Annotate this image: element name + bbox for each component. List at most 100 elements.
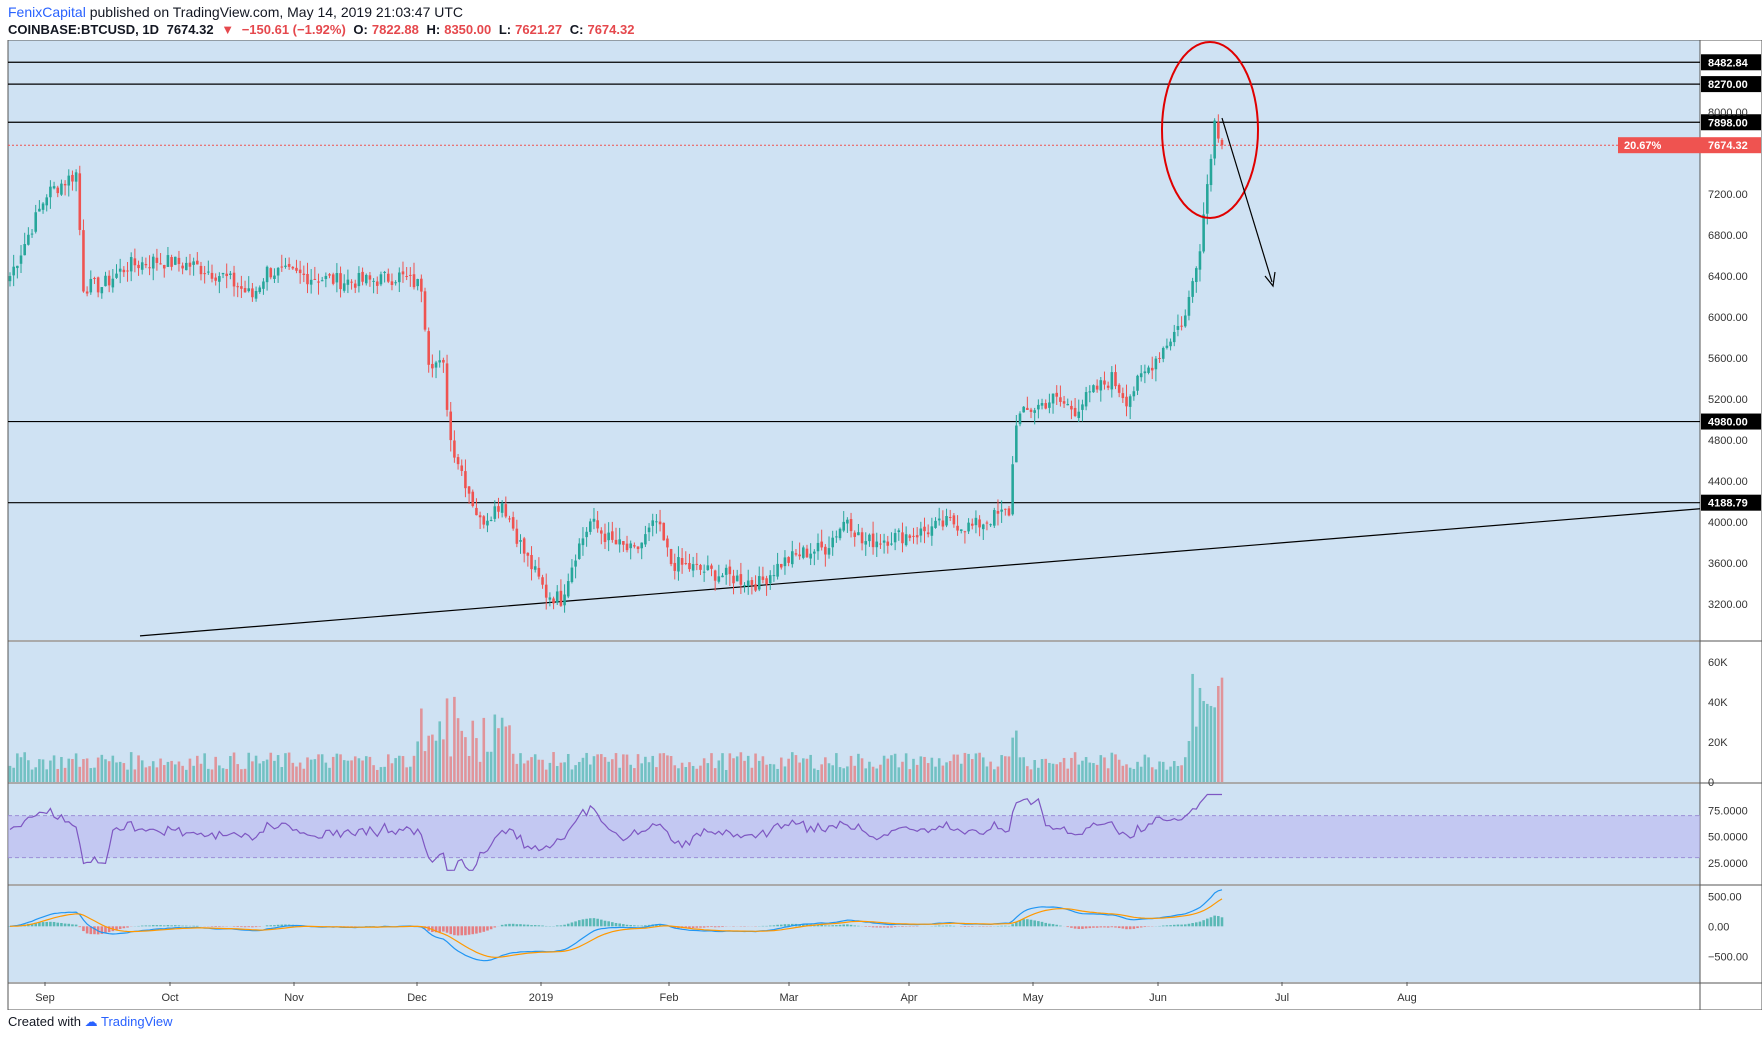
candle-body xyxy=(655,521,658,523)
macd-histogram-bar xyxy=(1103,926,1106,928)
macd-histogram-bar xyxy=(673,926,677,929)
candle xyxy=(254,286,258,302)
candle xyxy=(298,260,302,284)
volume-bar xyxy=(1073,752,1077,782)
volume-bar xyxy=(563,762,566,782)
candle-body xyxy=(229,273,232,275)
candle xyxy=(1103,371,1106,390)
price-tick-label: 4400.00 xyxy=(1708,476,1748,488)
volume-bar xyxy=(342,760,346,782)
tradingview-chart[interactable]: 8482.84 8270.00 7898.00 4980.00 4188.79 3200.… xyxy=(0,40,1762,1010)
pane-background-3 xyxy=(8,886,1700,982)
candle xyxy=(629,540,632,560)
volume-bar xyxy=(908,769,912,782)
volume-bar xyxy=(1095,764,1099,782)
volume-bar xyxy=(254,755,258,782)
candle xyxy=(1011,456,1014,516)
publisher-link[interactable]: FenixCapital xyxy=(8,4,86,20)
volume-bar xyxy=(1084,757,1088,782)
candle-body xyxy=(835,536,838,538)
candle-body xyxy=(335,273,339,283)
macd-histogram-bar xyxy=(787,924,790,927)
candle-body xyxy=(809,553,812,559)
candle xyxy=(959,529,963,534)
volume-bar xyxy=(287,752,291,782)
candle xyxy=(614,527,618,545)
macd-histogram-bar xyxy=(78,926,82,928)
volume-bar xyxy=(199,763,203,782)
candle xyxy=(398,267,401,293)
volume-bar xyxy=(357,758,361,782)
candle-body xyxy=(291,266,295,269)
candle-body xyxy=(1183,315,1187,327)
candle xyxy=(993,507,996,529)
volume-bar xyxy=(1195,726,1198,782)
candle-body xyxy=(350,281,353,283)
volume-bar xyxy=(30,769,34,782)
volume-bar xyxy=(849,755,853,782)
macd-histogram-bar xyxy=(1070,926,1073,928)
candle-body xyxy=(717,576,721,582)
volume-bar xyxy=(596,754,599,782)
volume-bar xyxy=(937,758,941,782)
candle xyxy=(908,533,912,542)
candle-body xyxy=(871,533,875,548)
candle xyxy=(978,515,981,537)
candle xyxy=(1026,396,1029,411)
volume-bar xyxy=(566,753,570,782)
candle-body xyxy=(552,598,555,604)
candle xyxy=(901,522,904,553)
macd-histogram-bar xyxy=(515,924,519,927)
candle xyxy=(1139,365,1143,382)
volume-bar xyxy=(331,756,335,782)
volume-bar xyxy=(585,752,588,782)
candle-body xyxy=(41,203,45,210)
macd-histogram-bar xyxy=(1051,924,1055,927)
candle-body xyxy=(240,286,243,289)
volume-bar xyxy=(967,753,970,782)
candle-body xyxy=(104,275,107,287)
tradingview-brand-link[interactable]: TradingView xyxy=(101,1014,173,1029)
candle-body xyxy=(155,257,159,263)
candle xyxy=(427,327,430,373)
candle xyxy=(1128,394,1132,420)
volume-bar xyxy=(1139,766,1143,782)
created-with-text: Created with xyxy=(8,1014,81,1029)
macd-histogram-bar xyxy=(41,922,45,927)
volume-bar xyxy=(768,763,772,782)
macd-histogram-bar xyxy=(1044,922,1047,927)
candle xyxy=(1040,398,1044,410)
candle-body xyxy=(203,273,206,275)
candle xyxy=(214,273,217,286)
macd-histogram-bar xyxy=(1202,920,1205,927)
candle-body xyxy=(159,263,162,265)
volume-bar xyxy=(23,752,26,782)
volume-bar xyxy=(1055,764,1059,782)
candle-body xyxy=(1081,404,1084,410)
publish-line: FenixCapital published on TradingView.co… xyxy=(8,4,463,20)
volume-bar xyxy=(1136,761,1139,782)
macd-histogram-bar xyxy=(1066,926,1070,928)
candle xyxy=(30,229,34,238)
candle xyxy=(1154,356,1158,382)
macd-histogram-bar xyxy=(618,923,621,927)
volume-bar xyxy=(96,757,100,782)
candle xyxy=(335,263,339,293)
candle xyxy=(974,510,978,534)
macd-histogram-bar xyxy=(691,926,695,928)
candle xyxy=(93,276,96,285)
volume-bar xyxy=(798,762,801,782)
volume-bar xyxy=(16,753,19,782)
candle xyxy=(423,287,427,332)
macd-histogram-bar xyxy=(1165,925,1169,927)
volume-bar xyxy=(309,759,313,782)
macd-histogram-bar xyxy=(636,925,640,927)
candle xyxy=(401,261,405,283)
volume-bar xyxy=(805,758,809,782)
volume-bar xyxy=(225,768,228,782)
candle xyxy=(420,274,423,303)
macd-histogram-bar xyxy=(1022,919,1025,927)
volume-bar xyxy=(941,765,945,782)
candle-body xyxy=(559,590,563,606)
candle-body xyxy=(1198,251,1202,270)
